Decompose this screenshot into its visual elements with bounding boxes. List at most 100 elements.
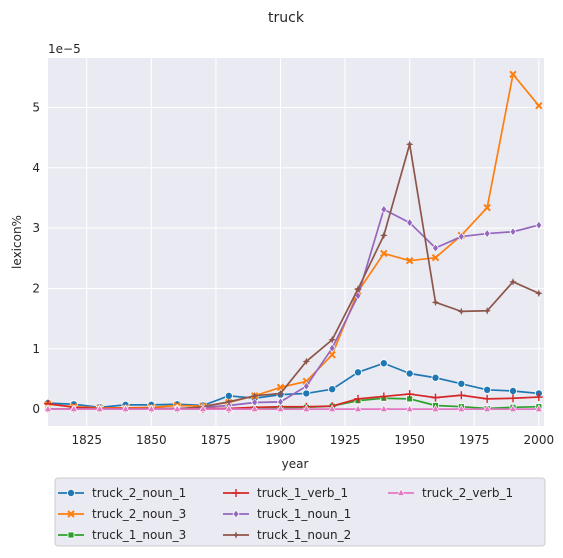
series-layer [43,70,544,414]
data-point-truck-1-noun-2 [509,278,517,286]
data-point-truck-2-verb-1 [405,404,414,413]
data-point-truck-1-noun-1 [328,343,336,353]
x-tick-label: 1850 [136,433,167,447]
y-axis: 0 1 2 3 4 5 [32,100,40,416]
y-tick-label: 5 [32,100,40,114]
data-point-truck-2-verb-1 [534,404,544,413]
legend-marker [232,489,240,497]
data-point-truck-2-noun-1 [328,385,337,394]
legend-label: truck_1_noun_3 [92,528,186,542]
data-point-truck-2-noun-1 [353,368,362,377]
data-point-truck-2-verb-1 [508,404,518,413]
x-tick-label: 1925 [330,433,361,447]
data-point-truck-2-noun-1 [508,387,517,396]
legend-item-truck-2-noun-3: truck_2_noun_3 [58,507,186,521]
data-point-truck-1-verb-1 [431,393,440,402]
legend-item-truck-1-verb-1: truck_1_verb_1 [223,486,348,500]
data-point-truck-2-noun-3 [483,203,491,212]
x-axis: 1825 1850 1875 1900 1925 1950 1975 2000 [71,433,554,447]
data-point-truck-1-noun-1 [509,227,517,237]
data-point-truck-2-noun-1 [302,389,311,398]
y-tick-label: 4 [32,161,40,175]
legend-marker [232,509,240,519]
legend-label: truck_2_noun_1 [92,486,186,500]
data-point-truck-2-verb-1 [172,404,182,413]
legend-item-truck-1-noun-1: truck_1_noun_1 [223,507,351,521]
data-point-truck-1-verb-1 [405,390,414,399]
y-tick-label: 0 [32,402,40,416]
x-tick-label: 1950 [394,433,425,447]
legend-label: truck_2_noun_3 [92,507,186,521]
plot-area [48,58,544,426]
data-point-truck-2-verb-1 [431,404,440,413]
y-scale-label: 1e−5 [48,42,81,56]
data-point-truck-1-noun-1 [535,220,543,230]
legend-item-truck-1-noun-3: truck_1_noun_3 [58,528,186,542]
legend-marker [67,531,75,539]
data-point-truck-1-noun-2 [380,231,388,240]
data-point-truck-2-verb-1 [43,404,53,413]
grid [48,58,544,426]
legend-marker [232,531,240,539]
data-point-truck-1-noun-2 [225,398,233,406]
data-point-truck-1-noun-2 [328,335,336,344]
data-point-truck-2-verb-1 [147,404,156,413]
data-point-truck-2-verb-1 [250,404,259,413]
x-tick-label: 2000 [524,433,555,447]
data-point-truck-1-noun-2 [457,307,466,316]
data-point-truck-1-noun-1 [457,231,465,242]
data-point-truck-2-noun-3 [380,249,388,258]
data-point-truck-1-noun-2 [431,298,440,307]
legend: truck_2_noun_1 truck_2_noun_3 truck_1_noun… [54,477,546,547]
legend-box [54,477,546,547]
data-point-truck-1-noun-1 [406,218,414,228]
data-point-truck-1-verb-1 [354,394,362,403]
legend-marker [67,510,75,518]
y-tick-label: 3 [32,221,40,235]
legend-marker [67,488,76,497]
data-point-truck-1-verb-1 [509,394,517,403]
y-axis-label: lexicon% [10,215,24,269]
data-point-truck-1-noun-1 [302,381,310,391]
x-tick-label: 1875 [201,433,232,447]
data-point-truck-2-verb-1 [302,404,311,413]
legend-label: truck_1_noun_2 [257,528,351,542]
data-point-truck-2-verb-1 [198,404,208,413]
legend-item-truck-1-noun-2: truck_1_noun_2 [223,528,351,542]
data-point-truck-1-noun-2 [483,306,491,315]
data-point-truck-2-noun-3 [431,253,440,262]
data-point-truck-1-noun-2 [250,392,259,400]
legend-marker [396,488,406,496]
series-truck-2-verb-1 [43,404,544,413]
data-point-truck-1-verb-1 [457,391,466,400]
data-point-truck-1-verb-1 [534,393,543,402]
legend-label: truck_1_verb_1 [257,486,348,500]
data-point-truck-2-verb-1 [224,404,234,413]
data-point-truck-2-noun-3 [535,101,543,110]
legend-label: truck_2_verb_1 [422,486,513,500]
x-axis-label: year [282,457,309,471]
data-point-truck-1-noun-2 [405,140,414,149]
data-point-truck-1-noun-2 [535,289,543,298]
data-point-truck-2-noun-1 [379,359,388,368]
x-tick-label: 1900 [265,433,296,447]
y-tick-label: 1 [32,342,40,356]
data-point-truck-1-verb-1 [379,392,388,401]
data-point-truck-2-noun-3 [276,383,285,392]
data-point-truck-1-noun-1 [483,228,491,239]
data-point-truck-2-verb-1 [69,404,79,413]
chart-title: truck [268,10,305,26]
data-point-truck-1-noun-2 [276,389,285,398]
data-point-truck-1-noun-2 [354,285,362,293]
data-point-truck-2-verb-1 [95,404,104,413]
legend-item-truck-2-verb-1: truck_2_verb_1 [388,486,513,500]
data-point-truck-2-noun-3 [509,70,517,78]
data-point-truck-2-verb-1 [353,404,363,413]
legend-item-truck-2-noun-1: truck_2_noun_1 [58,486,186,500]
data-point-truck-2-verb-1 [379,404,389,413]
data-point-truck-2-verb-1 [327,404,337,413]
data-point-truck-2-verb-1 [482,404,492,413]
data-point-truck-1-noun-1 [432,243,439,253]
data-point-truck-2-noun-1 [457,379,466,388]
